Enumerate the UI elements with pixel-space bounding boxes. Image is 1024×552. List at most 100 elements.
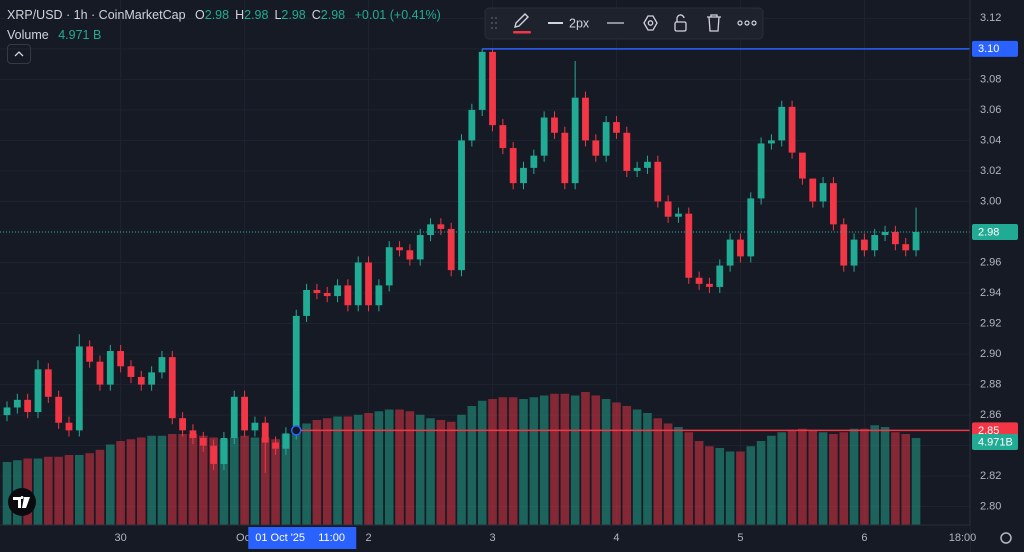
volume-bar (395, 409, 404, 525)
crosshair-time: 11:00 (318, 532, 345, 544)
volume-bar (694, 441, 704, 525)
candle-body (189, 430, 197, 439)
candle-body (902, 244, 910, 251)
volume-bar (818, 432, 828, 525)
volume-bar (477, 400, 487, 525)
legend-header: XRP/USD · 1h · CoinMarketCap O2.98 H2.98 L… (7, 5, 441, 45)
volume-bar (570, 395, 580, 525)
price-axis (970, 0, 1024, 552)
candle-body (592, 140, 600, 156)
volume-bar (653, 418, 663, 525)
volume-bar (75, 455, 84, 525)
drag-handle (495, 22, 497, 24)
y-tick-label: 2.82 (980, 470, 1001, 482)
symbol[interactable]: XRP/USD · 1h · CoinMarketCap (7, 8, 186, 22)
candle-body (551, 117, 558, 133)
candle-body (117, 351, 125, 367)
candle-body (664, 201, 672, 217)
candle-body (912, 231, 920, 251)
volume-bar (405, 411, 415, 525)
last-volume-label-box (972, 434, 1018, 451)
candle-body (737, 239, 744, 257)
volume-bar (901, 434, 911, 525)
drag-handle (491, 27, 493, 29)
candle-body (509, 148, 517, 184)
volume-bar (281, 434, 291, 525)
collapse-button[interactable] (7, 44, 31, 64)
candle-body (3, 407, 11, 416)
candle-body (788, 106, 796, 153)
volume-bar (911, 438, 921, 525)
color-underline (513, 31, 531, 34)
volume-bar (457, 414, 466, 525)
ohlc-key: H (235, 8, 245, 22)
volume-bar (188, 434, 198, 525)
candle-body (313, 289, 321, 294)
volume-bar (467, 406, 477, 525)
ohlc-value: 2.98 (244, 8, 269, 22)
candle-body (860, 239, 868, 251)
y-tick-label: 2.86 (980, 409, 1001, 421)
candle-body (809, 178, 817, 202)
candle-body (24, 399, 32, 413)
candle-body (34, 369, 42, 413)
y-tick-label: 3.00 (980, 195, 1001, 207)
volume-bar (343, 416, 353, 525)
volume-bar (2, 462, 12, 525)
y-tick-label: 2.94 (980, 287, 1001, 299)
volume-bar (415, 414, 425, 525)
volume-bar (798, 428, 807, 525)
candle-body (747, 198, 755, 257)
candle-body (778, 106, 786, 141)
candle-body (261, 422, 269, 443)
candle-body (819, 183, 827, 202)
symbol-row: XRP/USD · 1h · CoinMarketCap O2.98 H2.98 L… (7, 5, 441, 25)
candle-body (148, 372, 156, 385)
candle-body (75, 346, 83, 431)
drag-handle (495, 17, 497, 19)
candle-body (323, 293, 331, 297)
volume-bar (488, 399, 497, 525)
volume-bar (209, 437, 218, 525)
candle-body (427, 224, 434, 236)
y-tick-label: 3.04 (980, 134, 1001, 146)
volume-bar (219, 439, 229, 525)
volume-bar (849, 428, 859, 525)
candle-body (375, 285, 383, 306)
candle-body (230, 396, 238, 439)
width-label: 2px (569, 16, 590, 30)
change: +0.01 (+0.41%) (354, 8, 441, 22)
more-dot (751, 20, 757, 26)
candle-body (830, 183, 837, 225)
logo (8, 488, 36, 516)
candle-body (272, 442, 279, 449)
candle-body (127, 366, 135, 377)
candle-body (385, 247, 393, 286)
candle-body (891, 231, 899, 245)
candle-body (840, 224, 848, 266)
volume-bar (715, 448, 725, 525)
candle-body (561, 132, 569, 184)
volume-bar (240, 435, 249, 525)
ohlc-key: C (311, 8, 321, 22)
volume-title: Volume (7, 28, 49, 42)
volume-bar (126, 439, 136, 525)
candle-body (158, 357, 166, 373)
pencil-icon (514, 13, 529, 28)
volume-bar (54, 456, 63, 525)
candle-body (633, 167, 641, 171)
volume-bar (250, 437, 260, 525)
volume-bar (581, 392, 590, 525)
volume-bar (787, 430, 797, 525)
candle-body (716, 265, 724, 287)
volume-bar (684, 432, 694, 525)
candle-body (416, 235, 424, 260)
candle-body (106, 351, 114, 385)
candle-body (406, 250, 414, 260)
candle-body (706, 283, 713, 287)
volume-bar (446, 421, 456, 525)
candle-body (582, 97, 589, 141)
candle-body (199, 438, 207, 446)
settings-icon (643, 15, 658, 31)
settings-dot (647, 20, 654, 26)
